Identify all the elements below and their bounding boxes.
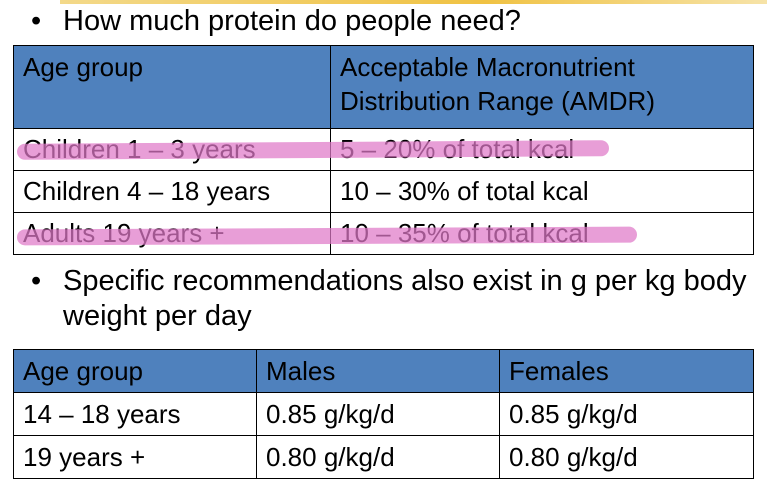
header-age-group: Age group bbox=[13, 349, 257, 393]
header-females: Females bbox=[499, 349, 754, 393]
table-header-row: Age group Acceptable Macronutrient Distr… bbox=[13, 45, 754, 129]
header-age-group: Age group bbox=[13, 45, 331, 129]
table-row: Children 1 – 3 years 5 – 20% of total kc… bbox=[13, 128, 754, 171]
cell-age-group: Adults 19 years + bbox=[13, 212, 331, 255]
cell-range: 10 – 30% of total kcal bbox=[330, 170, 754, 213]
per-kg-table: Age group Males Females 14 – 18 years 0.… bbox=[13, 349, 754, 479]
table-row: Children 4 – 18 years 10 – 30% of total … bbox=[13, 170, 754, 213]
bullet-dot: • bbox=[31, 5, 42, 37]
table-row: Adults 19 years + 10 – 35% of total kcal bbox=[13, 212, 754, 255]
top-accent-bar bbox=[60, 0, 767, 4]
cell-age-group: 19 years + bbox=[13, 435, 257, 479]
header-amdr-line2: Distribution Range (AMDR) bbox=[340, 86, 655, 116]
cell-females: 0.80 g/kg/d bbox=[499, 435, 754, 479]
cell-males: 0.85 g/kg/d bbox=[256, 392, 500, 436]
cell-age-group: 14 – 18 years bbox=[13, 392, 257, 436]
cell-age-group: Children 1 – 3 years bbox=[13, 128, 331, 171]
table-header-row: Age group Males Females bbox=[13, 349, 754, 393]
bullet-note: • Specific recommendations also exist in… bbox=[31, 264, 751, 336]
header-males: Males bbox=[256, 349, 500, 393]
cell-males: 0.80 g/kg/d bbox=[256, 435, 500, 479]
bullet-note-text: Specific recommendations also exist in g… bbox=[63, 265, 747, 332]
cell-range: 10 – 35% of total kcal bbox=[330, 212, 754, 255]
table-row: 14 – 18 years 0.85 g/kg/d 0.85 g/kg/d bbox=[13, 392, 754, 436]
header-amdr: Acceptable Macronutrient Distribution Ra… bbox=[330, 45, 754, 129]
bullet-question-text: How much protein do people need? bbox=[63, 5, 521, 37]
cell-range: 5 – 20% of total kcal bbox=[330, 128, 754, 171]
bullet-question: • How much protein do people need? bbox=[31, 4, 751, 40]
table-row: 19 years + 0.80 g/kg/d 0.80 g/kg/d bbox=[13, 435, 754, 479]
bullet-dot: • bbox=[31, 265, 42, 297]
cell-age-group: Children 4 – 18 years bbox=[13, 170, 331, 213]
cell-females: 0.85 g/kg/d bbox=[499, 392, 754, 436]
amdr-table: Age group Acceptable Macronutrient Distr… bbox=[13, 45, 754, 255]
header-amdr-line1: Acceptable Macronutrient bbox=[340, 52, 635, 82]
